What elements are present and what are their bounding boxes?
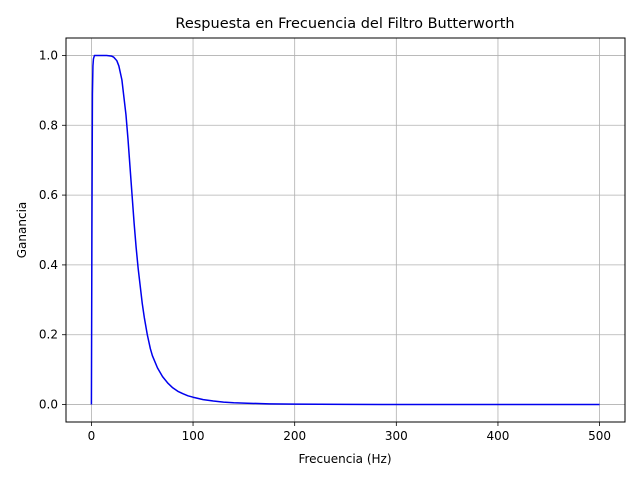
x-tick-label: 200 xyxy=(283,429,306,443)
x-tick-label: 300 xyxy=(385,429,408,443)
y-tick-label: 0.6 xyxy=(39,188,58,202)
y-tick-label: 1.0 xyxy=(39,48,58,62)
y-tick-label: 0.8 xyxy=(39,118,58,132)
y-tick-label: 0.0 xyxy=(39,398,58,412)
x-tick-label: 100 xyxy=(182,429,205,443)
x-tick-label: 400 xyxy=(487,429,510,443)
series-layer xyxy=(90,54,600,406)
x-axis-label: Frecuencia (Hz) xyxy=(298,452,391,466)
x-tick-label: 500 xyxy=(588,429,611,443)
grid xyxy=(66,38,625,422)
chart-title: Respuesta en Frecuencia del Filtro Butte… xyxy=(175,16,514,32)
y-tick-label: 0.4 xyxy=(39,258,58,272)
y-tick-label: 0.2 xyxy=(39,328,58,342)
y-axis-label: Ganancia xyxy=(15,202,29,259)
series-line xyxy=(90,54,600,406)
x-axis: 0 100 200 300 400 500 xyxy=(88,422,611,443)
y-axis: 0.0 0.2 0.4 0.6 0.8 1.0 xyxy=(39,48,66,412)
plot-frame xyxy=(65,37,626,423)
x-tick-label: 0 xyxy=(88,429,96,443)
